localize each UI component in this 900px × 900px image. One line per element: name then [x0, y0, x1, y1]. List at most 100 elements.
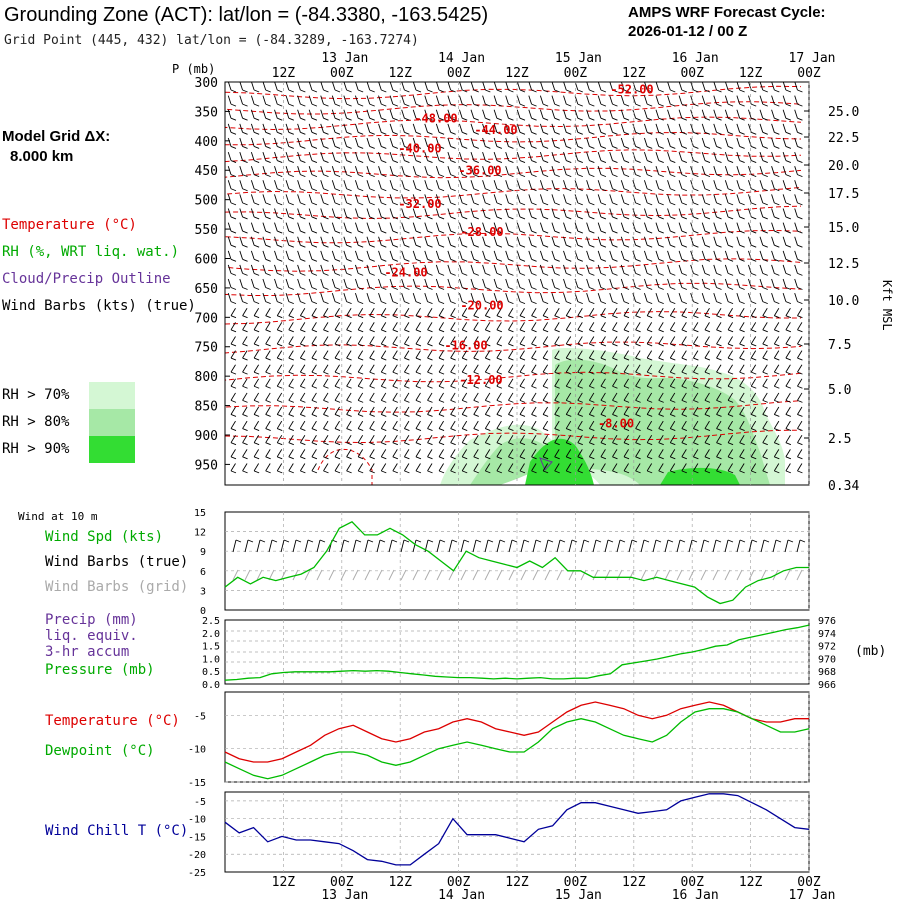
wind-barb [632, 208, 637, 218]
wind-barb-flag [288, 428, 294, 431]
wind-barb-flag [727, 329, 734, 333]
wind-barb-flag [623, 216, 630, 220]
wind-barb-grid [580, 569, 587, 581]
wind-barb [239, 82, 243, 91]
wind-barb-flag [392, 315, 399, 319]
wind-barb-flag [277, 343, 283, 347]
wind-barb [539, 208, 544, 218]
wind-barb [424, 109, 428, 119]
wind-barb-true-flag [775, 539, 782, 543]
wind-barb-flag [797, 216, 803, 220]
wind-barb [253, 463, 260, 472]
wind-barb [632, 180, 637, 189]
wind-barb-flag [658, 371, 664, 375]
wind-barb [308, 82, 313, 91]
wind-barb-flag [693, 244, 699, 248]
wind-barb-flag [369, 258, 375, 262]
wind-barb [262, 194, 267, 203]
wind-barb-flag [381, 216, 387, 220]
wind-barb [276, 308, 283, 316]
wind-barb-flag [785, 216, 792, 220]
wind-barb [239, 95, 243, 105]
wind-barb [551, 109, 556, 119]
wind-barb [554, 378, 560, 387]
wind-barb [461, 449, 468, 458]
wind-barb [334, 392, 340, 401]
wind-barb [797, 449, 803, 458]
wind-barb [713, 278, 717, 288]
wind-barb [299, 406, 306, 415]
wind-barb-flag [762, 470, 768, 474]
wind-barb [565, 463, 572, 472]
wind-barb-flag [438, 329, 445, 333]
wind-barb-flag [797, 343, 803, 347]
wind-barb-flag [542, 216, 549, 220]
wind-barb-flag [253, 470, 260, 474]
wind-barb-flag [670, 315, 676, 319]
legend-temperature-2: Temperature (°C) [45, 713, 180, 729]
wind-barb-flag [646, 470, 653, 474]
wind-barb [771, 95, 775, 105]
wind-barb [563, 194, 567, 203]
wind-barb [389, 293, 394, 302]
wind-barb [496, 322, 502, 331]
wind-barb [389, 123, 394, 133]
wind-barb-flag [670, 131, 676, 135]
pressure-tick-right: 972 [818, 642, 836, 653]
wind-barb-flag [531, 216, 537, 220]
wind-barb-flag [230, 470, 237, 474]
wind-barb-flag [646, 442, 653, 446]
wind-barb [782, 264, 787, 274]
wind-barb-flag [774, 315, 780, 319]
wind-barb-flag [739, 329, 745, 333]
wind-barb [681, 420, 687, 429]
wind-barb [415, 364, 421, 373]
top-time-tick: 00Z [680, 66, 704, 81]
wind-barb [577, 364, 583, 373]
wind-barb-flag [635, 371, 641, 375]
temperature-tick: -5 [194, 711, 206, 722]
wind-barb [600, 392, 606, 401]
wind-barb [459, 208, 463, 218]
wind-barb [334, 364, 340, 373]
wind-barb-flag [496, 258, 503, 262]
wind-barb [577, 463, 583, 472]
wind-barb-flag [646, 343, 653, 347]
wind-barb-flag [635, 456, 641, 460]
wind-barb-flag [323, 399, 329, 403]
wind-barb [459, 109, 463, 119]
wind-barb [551, 123, 556, 133]
wind-barb-flag [739, 456, 745, 460]
wind-barb [762, 420, 768, 429]
wind-barb [612, 420, 618, 429]
wind-barb-true [520, 539, 525, 553]
wind-barb-flag [716, 272, 722, 276]
wind-barb-flag [577, 117, 583, 121]
wind-barb [262, 264, 267, 274]
wind-barb-flag [242, 160, 248, 163]
wind-barb-flag [404, 343, 410, 347]
wind-barb [274, 180, 278, 189]
wind-barb [646, 350, 653, 359]
wind-barb-true-flag [703, 539, 710, 543]
wind-barb-flag [693, 414, 699, 417]
wind-barb [242, 392, 248, 401]
wind-barb-flag [774, 442, 780, 446]
wind-barb-flag [739, 188, 745, 192]
wind-barb [412, 82, 417, 91]
wind-barb-flag [485, 371, 491, 375]
wind-barb [739, 350, 745, 359]
height-tick: 22.5 [828, 131, 859, 146]
wind-barb [620, 180, 625, 189]
wind-barb [505, 166, 509, 175]
wind-barb [785, 463, 791, 472]
wind-barb-flag [415, 103, 422, 107]
wind-barb [505, 208, 509, 218]
wind-barb [620, 293, 625, 302]
wind-barb [505, 137, 509, 147]
wind-barb-flag [369, 287, 375, 290]
wind-barb [658, 336, 664, 345]
wind-barb-flag [473, 315, 479, 319]
wind-barb-flag [774, 287, 780, 290]
wind-barb [597, 194, 602, 203]
